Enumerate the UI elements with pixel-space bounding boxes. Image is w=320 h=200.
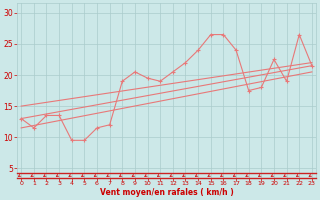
X-axis label: Vent moyen/en rafales ( km/h ): Vent moyen/en rafales ( km/h ) [100,188,233,197]
